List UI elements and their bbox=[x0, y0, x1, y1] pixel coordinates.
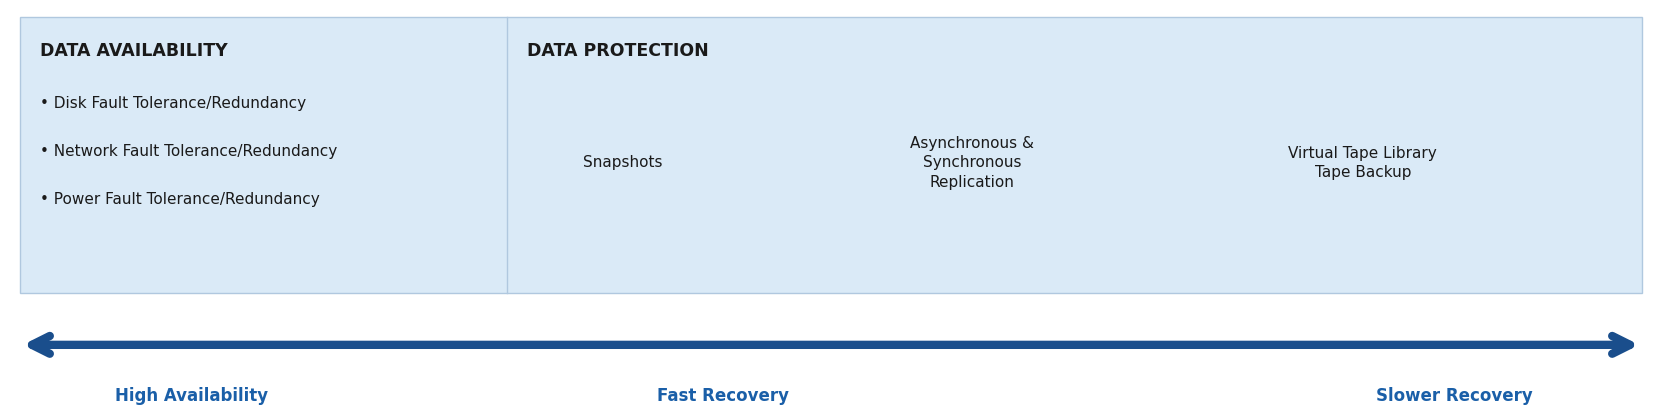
Text: • Network Fault Tolerance/Redundancy: • Network Fault Tolerance/Redundancy bbox=[40, 144, 337, 159]
Text: DATA AVAILABILITY: DATA AVAILABILITY bbox=[40, 42, 228, 60]
Text: • Disk Fault Tolerance/Redundancy: • Disk Fault Tolerance/Redundancy bbox=[40, 96, 306, 111]
Text: High Availability: High Availability bbox=[115, 387, 268, 405]
Text: • Power Fault Tolerance/Redundancy: • Power Fault Tolerance/Redundancy bbox=[40, 192, 319, 207]
Text: Slower Recovery: Slower Recovery bbox=[1376, 387, 1532, 405]
Text: Virtual Tape Library
Tape Backup: Virtual Tape Library Tape Backup bbox=[1288, 146, 1438, 180]
Text: Asynchronous &
Synchronous
Replication: Asynchronous & Synchronous Replication bbox=[911, 136, 1034, 190]
Text: DATA PROTECTION: DATA PROTECTION bbox=[527, 42, 708, 60]
Text: Fast Recovery: Fast Recovery bbox=[656, 387, 789, 405]
Text: Snapshots: Snapshots bbox=[583, 155, 663, 171]
FancyBboxPatch shape bbox=[20, 17, 1642, 293]
